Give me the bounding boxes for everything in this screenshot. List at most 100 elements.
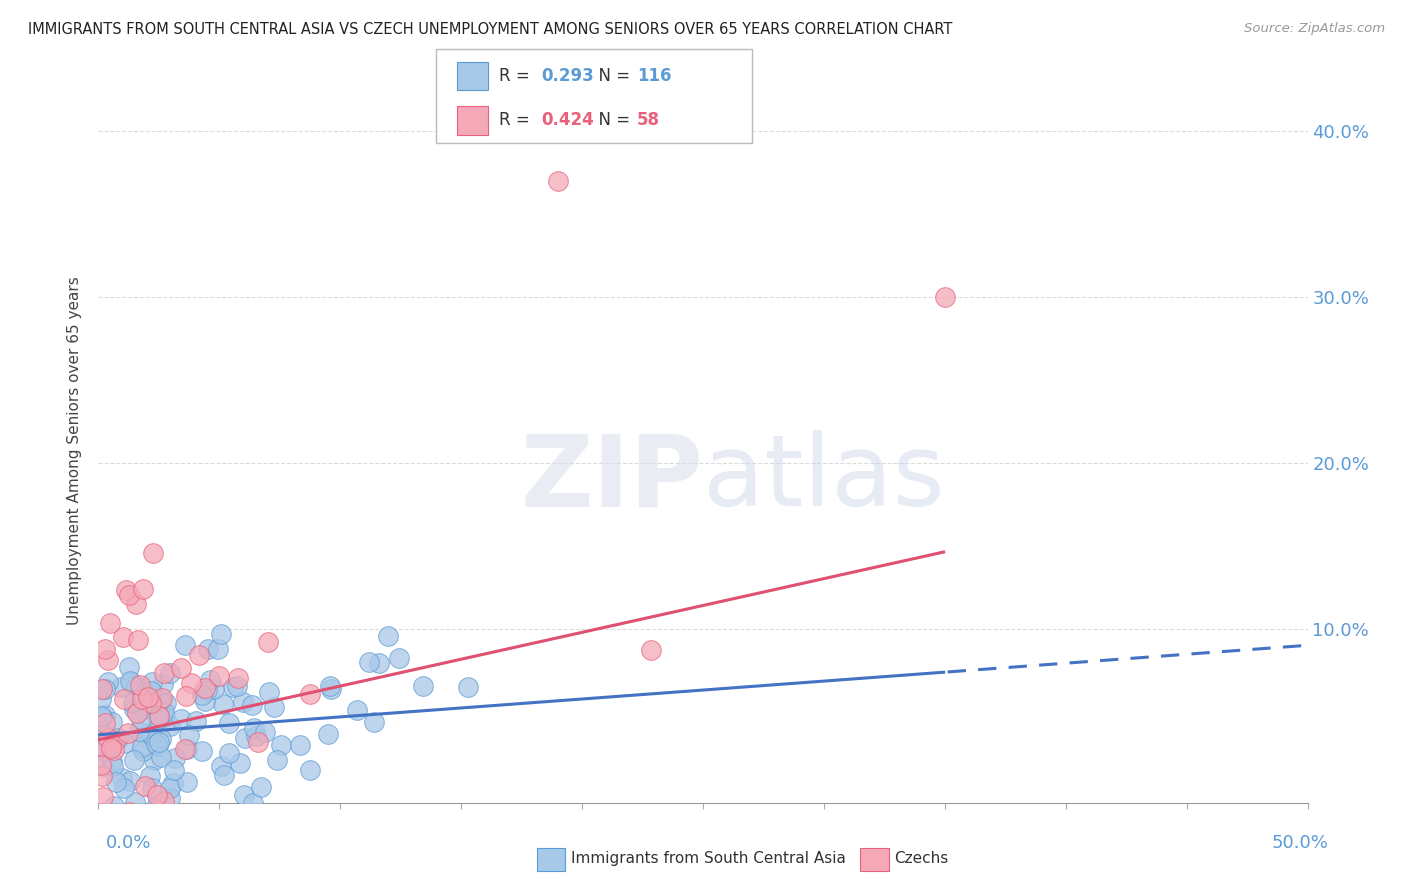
Point (152, 705, 174, 719)
Point (141, 729, 163, 743)
Point (298, 764, 321, 778)
Point (153, 794, 176, 808)
Point (127, 633, 149, 648)
Point (155, 697, 177, 711)
Point (194, 693, 217, 707)
Point (368, 656, 391, 670)
Point (124, 795, 146, 809)
Point (93, 789, 115, 804)
Point (169, 712, 191, 726)
Point (298, 687, 321, 701)
Point (640, 643, 662, 657)
Point (112, 781, 135, 796)
Point (159, 780, 181, 795)
Point (257, 635, 280, 649)
Text: Immigrants from South Central Asia: Immigrants from South Central Asia (571, 851, 846, 865)
Point (197, 642, 219, 657)
Point (141, 696, 163, 710)
Point (104, 733, 127, 747)
Point (333, 821, 356, 835)
Point (319, 681, 342, 696)
Point (412, 679, 434, 693)
Point (177, 728, 200, 742)
Point (226, 671, 249, 685)
Point (141, 684, 163, 698)
Point (148, 702, 170, 716)
Point (363, 714, 385, 729)
Point (122, 753, 145, 767)
Point (152, 677, 174, 691)
Text: N =: N = (588, 112, 636, 129)
Point (359, 656, 381, 670)
Point (240, 698, 263, 713)
Point (94, 642, 117, 657)
Point (232, 695, 254, 709)
Point (191, 688, 214, 702)
Point (148, 709, 170, 723)
Point (125, 598, 148, 612)
Text: IMMIGRANTS FROM SOUTH CENTRAL ASIA VS CZECH UNEMPLOYMENT AMONG SENIORS OVER 65 Y: IMMIGRANTS FROM SOUTH CENTRAL ASIA VS CZ… (28, 22, 952, 37)
Point (94, 708, 117, 723)
Point (91, 769, 114, 783)
Point (101, 714, 124, 729)
Point (194, 681, 217, 695)
Point (202, 681, 225, 696)
Point (94, 735, 117, 749)
Text: Source: ZipAtlas.com: Source: ZipAtlas.com (1244, 22, 1385, 36)
Point (163, 763, 186, 777)
Point (139, 769, 162, 783)
Point (174, 689, 197, 703)
Point (118, 774, 141, 789)
Point (270, 738, 292, 752)
Point (118, 674, 141, 689)
Point (103, 799, 125, 814)
Point (97, 731, 120, 746)
Point (209, 627, 232, 641)
Point (131, 739, 153, 754)
Point (225, 679, 247, 693)
Point (112, 736, 135, 750)
Point (134, 779, 156, 793)
Y-axis label: Unemployment Among Seniors over 65 years: Unemployment Among Seniors over 65 years (67, 277, 83, 624)
Point (93, 759, 115, 773)
Point (346, 702, 368, 716)
Point (159, 665, 181, 680)
Point (117, 726, 139, 740)
Point (176, 775, 198, 789)
Point (134, 730, 156, 744)
Point (218, 716, 240, 731)
Point (112, 692, 135, 706)
Point (90, 681, 112, 696)
Point (132, 698, 155, 712)
Point (125, 706, 148, 721)
Point (242, 796, 264, 810)
Point (146, 788, 169, 802)
Text: ZIP: ZIP (520, 430, 703, 527)
Point (159, 790, 181, 805)
Point (233, 731, 256, 745)
Text: R =: R = (499, 67, 536, 85)
Point (266, 753, 288, 767)
Point (122, 696, 145, 710)
Text: 50.0%: 50.0% (1272, 834, 1329, 852)
Point (91, 709, 114, 723)
Point (249, 780, 271, 794)
Point (195, 683, 218, 698)
Point (141, 675, 163, 690)
Point (111, 771, 134, 785)
Point (114, 583, 136, 598)
Point (180, 676, 202, 690)
Point (94, 681, 117, 696)
Point (142, 546, 165, 560)
Point (128, 723, 150, 738)
Point (319, 679, 342, 693)
Point (139, 725, 162, 739)
Point (221, 680, 243, 694)
Point (316, 727, 339, 741)
Point (90, 758, 112, 772)
Point (211, 697, 233, 711)
Point (118, 588, 141, 602)
Point (288, 739, 311, 753)
Point (243, 721, 266, 735)
Point (118, 660, 141, 674)
